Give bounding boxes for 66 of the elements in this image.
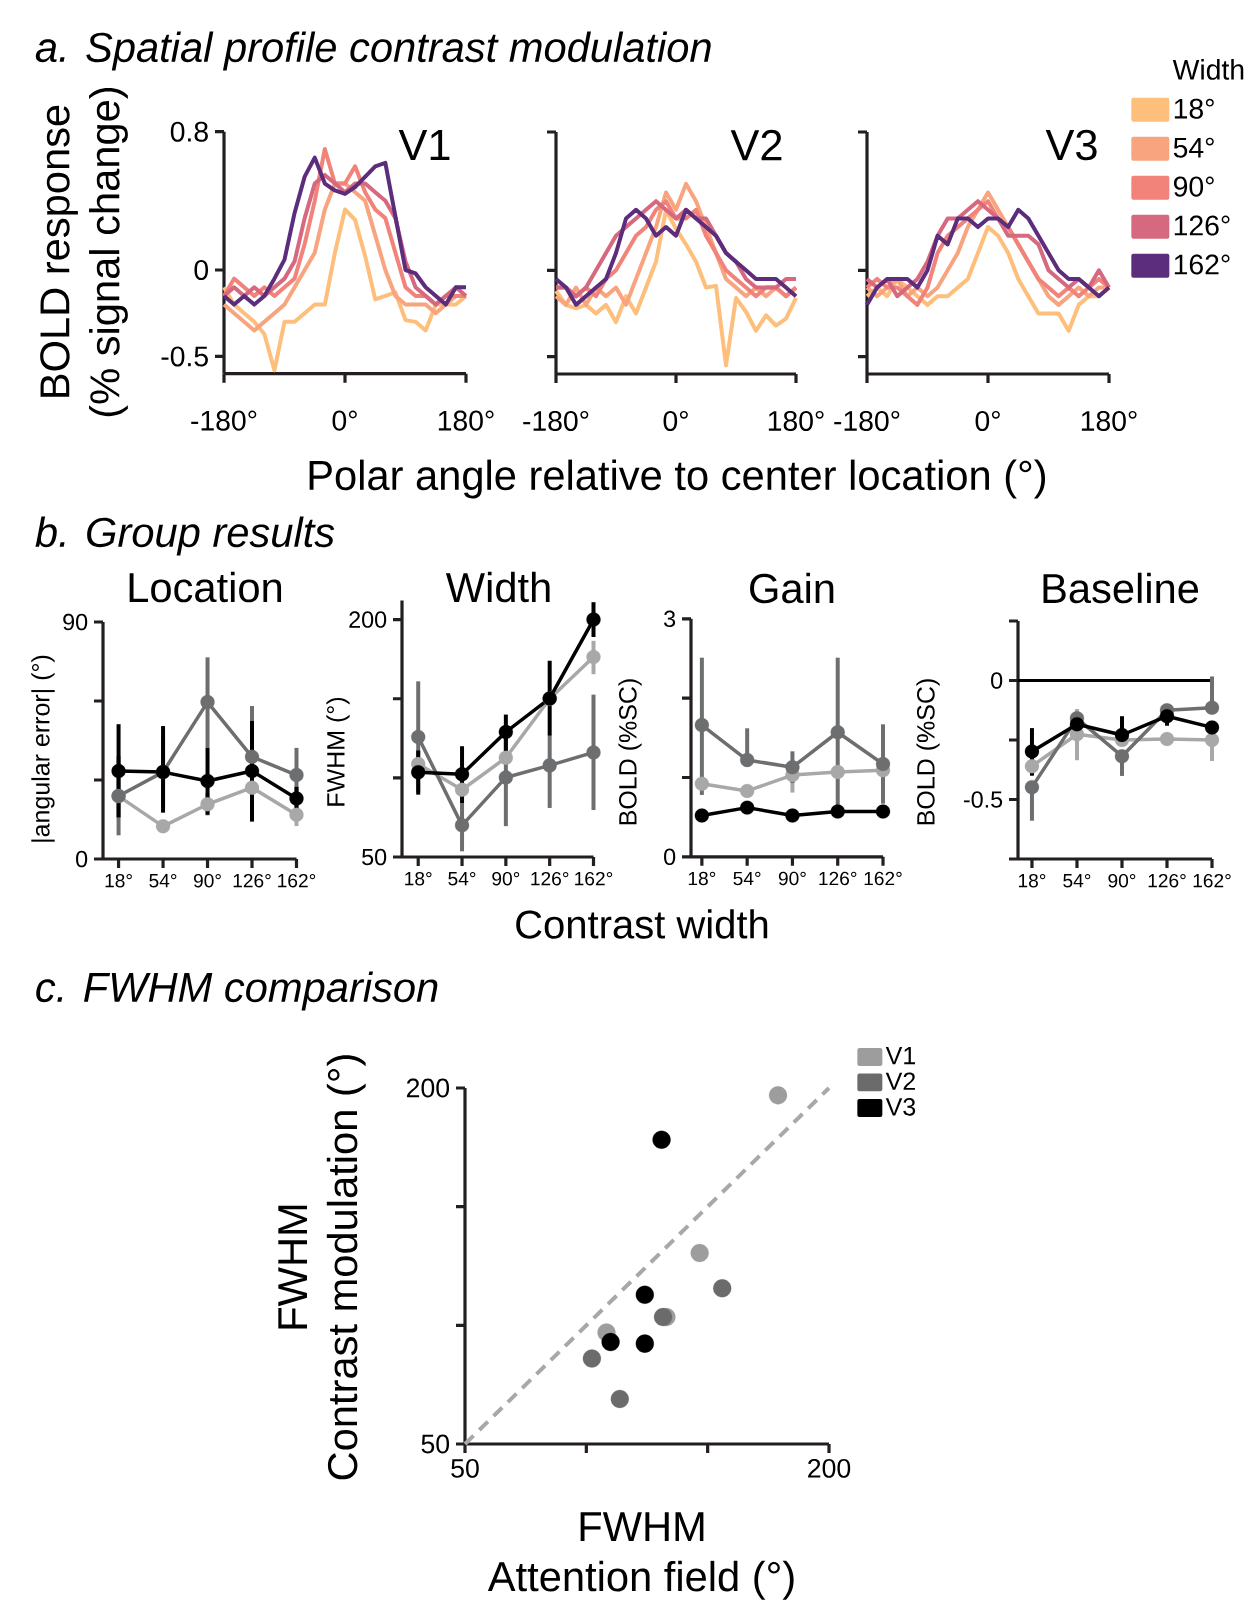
x-tick-label: -180° — [523, 410, 589, 431]
x-axis-title: Contrast width — [516, 909, 768, 939]
chart-title: Width — [445, 571, 550, 603]
x-tick-label: 180° — [768, 410, 824, 431]
legend-label: 126° — [1174, 215, 1230, 236]
x-tick-label: 18° — [1018, 873, 1046, 888]
y-axis-title: BOLD response (% signal change) — [40, 87, 128, 417]
x-tick-label: 0° — [332, 410, 357, 431]
y-axis-title: FWHM (°) — [326, 697, 350, 806]
legend-label: V3 — [885, 1098, 916, 1116]
chart-title: Baseline — [1043, 572, 1199, 604]
x-tick-label: 126° — [531, 871, 569, 886]
x-tick-label: 180° — [438, 410, 494, 431]
y-tick-label: -0.5 — [161, 346, 208, 367]
x-tick-label: 54° — [448, 871, 476, 886]
x-axis-title: Polar angle relative to center location (°) — [309, 459, 1046, 499]
chart-title: Gain — [750, 572, 834, 604]
legend-label: V1 — [885, 1047, 916, 1065]
legend-label: 162° — [1174, 254, 1230, 275]
x-tick-label: 162° — [1193, 873, 1231, 888]
x-tick-label: 18° — [688, 871, 716, 886]
y-axis-title: BOLD (%SC) — [618, 679, 642, 825]
y-tick-label: -0.5 — [963, 791, 1003, 808]
y-tick-label: 90 — [63, 613, 88, 631]
y-tick-label: 0 — [194, 259, 209, 281]
x-tick-label: 162° — [864, 871, 902, 886]
legend-label: 90° — [1173, 176, 1214, 197]
x-tick-label: 90° — [778, 871, 806, 886]
x-tick-label: 18° — [105, 873, 132, 888]
y-tick-label: 0.8 — [170, 121, 208, 142]
x-tick-label: 90° — [193, 873, 221, 888]
x-tick-label: 126° — [233, 873, 271, 888]
x-tick-label: 126° — [819, 871, 857, 886]
x-tick-label: 54° — [1063, 873, 1091, 888]
y-axis-title: |angular error| (°) — [31, 655, 55, 842]
chart-title: V1 — [398, 130, 450, 160]
x-tick-label: 18° — [405, 871, 432, 886]
chart-title: V3 — [1045, 129, 1097, 161]
x-tick-label: 54° — [733, 871, 761, 886]
y-tick-label: 3 — [664, 610, 676, 628]
x-tick-label: 90° — [492, 871, 520, 886]
x-tick-label: 180° — [1081, 410, 1137, 431]
text: b. Group results — [35, 516, 335, 556]
legend-label: V2 — [885, 1072, 915, 1090]
x-tick-label: 0° — [975, 410, 1000, 431]
y-tick-label: 0 — [991, 672, 1003, 689]
legend-label: 18° — [1174, 98, 1214, 119]
x-tick-label: 0° — [663, 410, 688, 431]
x-tick-label: -180° — [834, 410, 900, 431]
x-tick-label: 162° — [575, 871, 613, 886]
y-axis-title: BOLD (%SC) — [916, 679, 940, 825]
y-axis-title: FWHM Contrast modulation (°) — [278, 1055, 366, 1480]
x-tick-label: 54° — [149, 873, 177, 888]
chart-title: V2 — [730, 129, 782, 161]
x-tick-label: 126° — [1148, 873, 1186, 888]
x-tick-label: -180° — [191, 410, 257, 431]
x-tick-label: 90° — [1108, 873, 1136, 888]
y-tick-label: 0 — [664, 848, 676, 866]
text: c. FWHM comparison — [36, 971, 438, 1011]
text: a. Spatial profile contrast modulation — [35, 31, 711, 71]
legend-label: 54° — [1173, 137, 1214, 158]
chart-title: Location — [129, 571, 282, 603]
x-axis-title: FWHM Attention field (°) — [487, 1512, 794, 1600]
y-tick-label: 0 — [76, 850, 88, 868]
legend-title: Width — [1172, 59, 1244, 80]
x-tick-label: 162° — [278, 873, 316, 888]
